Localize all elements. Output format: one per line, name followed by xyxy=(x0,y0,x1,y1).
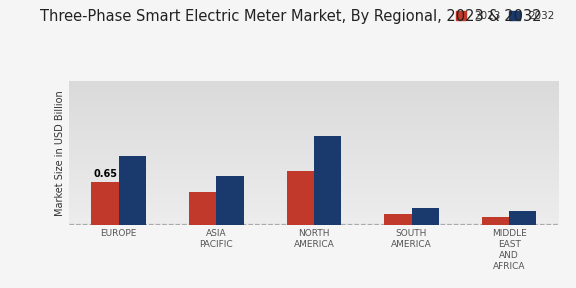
Bar xyxy=(217,176,244,225)
Bar xyxy=(119,156,146,225)
Bar xyxy=(189,192,217,225)
Bar xyxy=(509,211,536,225)
Bar xyxy=(384,213,411,225)
Legend: 2023, 2032: 2023, 2032 xyxy=(452,7,558,25)
Bar xyxy=(287,171,314,225)
Bar xyxy=(92,182,119,225)
Y-axis label: Market Size in USD Billion: Market Size in USD Billion xyxy=(55,90,65,215)
Bar xyxy=(314,136,341,225)
Text: 0.65: 0.65 xyxy=(93,169,117,179)
Bar xyxy=(482,217,509,225)
Text: Three-Phase Smart Electric Meter Market, By Regional, 2023 & 2032: Three-Phase Smart Electric Meter Market,… xyxy=(40,9,542,24)
Bar xyxy=(411,208,439,225)
